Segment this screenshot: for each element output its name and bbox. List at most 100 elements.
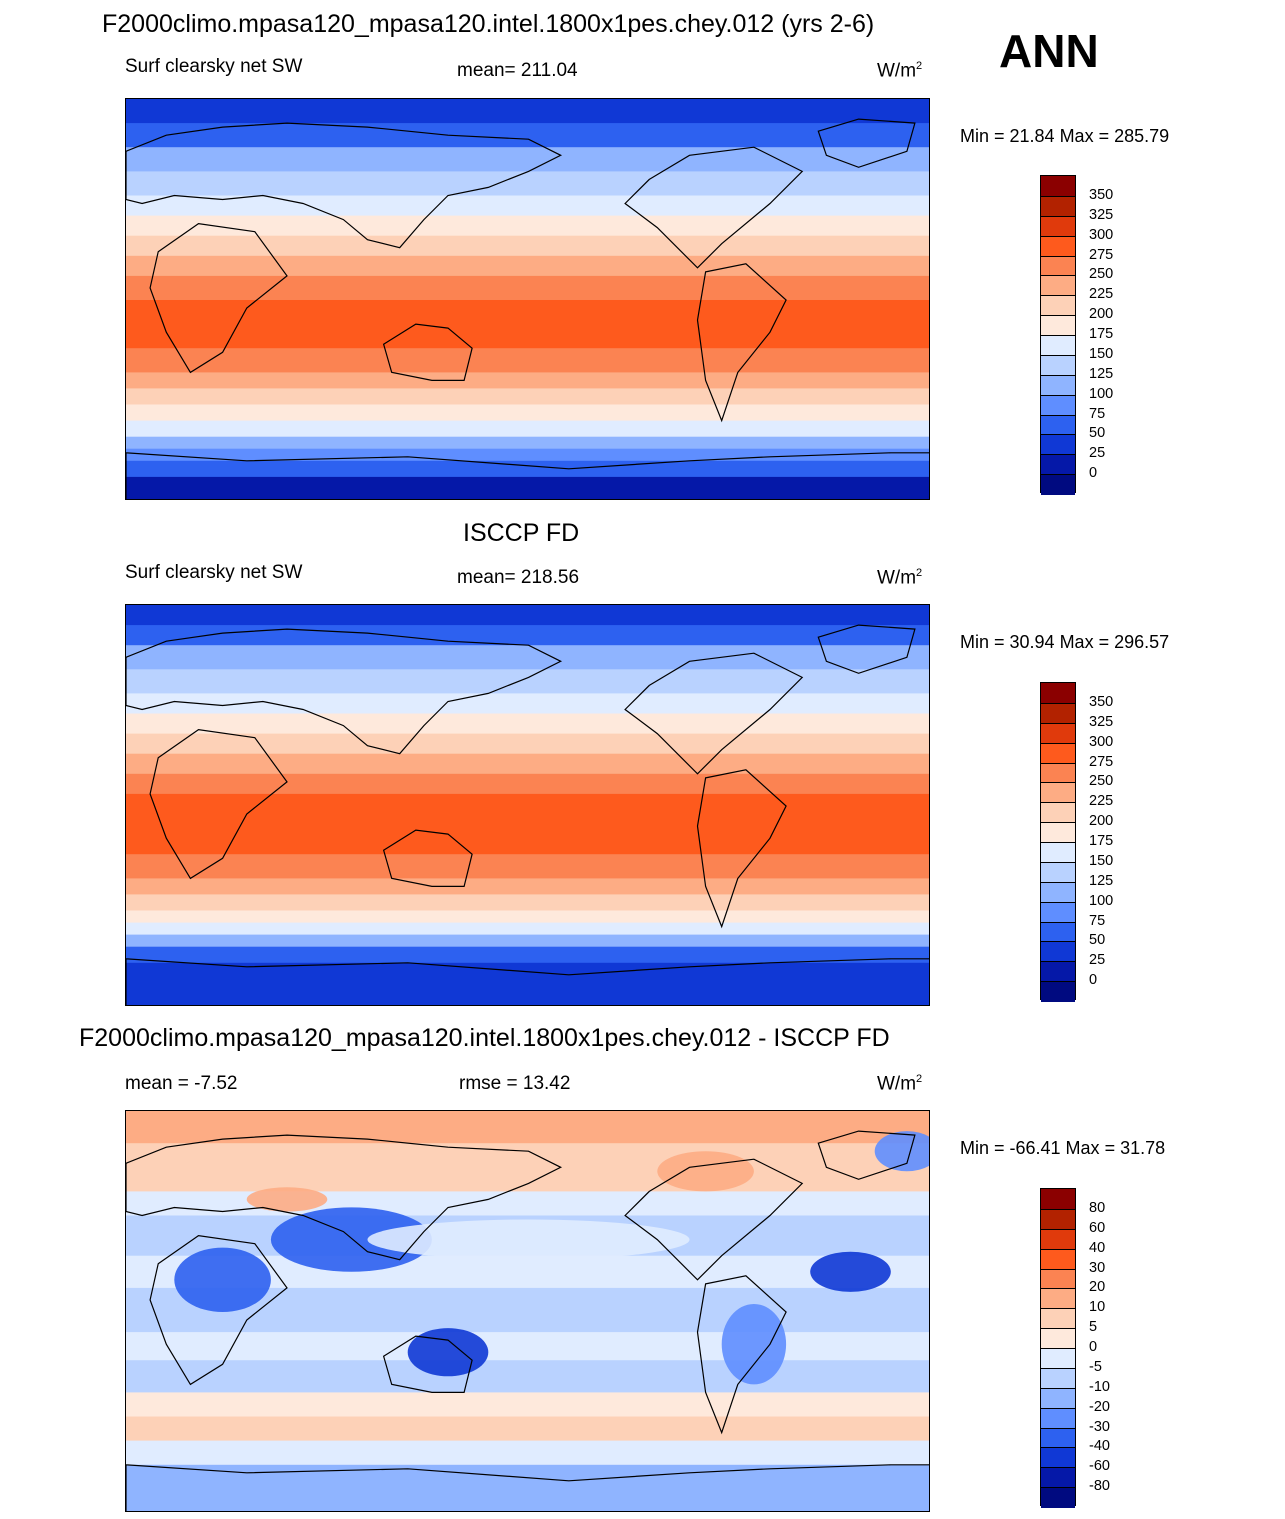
contour-band [126,348,929,374]
colorbar-tick-label: 225 [1089,793,1114,810]
colorbar-segment [1041,941,1075,963]
panel-3-map [125,1110,930,1512]
colorbar-tick-label: 50 [1089,425,1106,442]
colorbar-segment [1041,454,1075,476]
contour-band [126,476,929,499]
colorbar-segment [1041,195,1075,217]
colorbar-segment [1041,295,1075,317]
contour-band [126,255,929,277]
coastline [126,1464,929,1511]
colorbar-segment [1041,1487,1075,1508]
panel-1-map [125,98,930,500]
coastline [126,1134,563,1261]
colorbar-tick-label: -10 [1089,1378,1110,1395]
colorbar-tick-label: 175 [1089,833,1114,849]
colorbar-tick-label: 25 [1089,445,1106,462]
colorbar-segment [1041,414,1075,436]
panel-2-units: W/m2 [877,567,923,589]
contour-band [126,773,929,795]
coastline [817,624,916,674]
coastline [149,222,288,374]
colorbar-segment [1041,434,1075,456]
colorbar-tick-label: 175 [1089,326,1114,342]
colorbar-tick-label: 75 [1089,405,1106,422]
colorbar-tick-label: 30 [1089,1259,1106,1276]
colorbar-segment [1041,235,1075,257]
contour-band [126,1440,929,1466]
colorbar-tick-label: 50 [1089,932,1106,949]
contour-region [367,1219,690,1260]
colorbar-tick-label: 100 [1089,385,1114,402]
panel-1-colorbar [1040,175,1076,495]
contour-band [126,1191,929,1217]
contour-band [126,1360,929,1394]
contour-band [126,372,929,390]
colorbar-segment [1041,1467,1075,1489]
colorbar-segment [1041,275,1075,297]
colorbar-segment [1041,762,1075,784]
contour-band [126,1332,929,1362]
coastline [126,452,929,499]
coastline [624,146,804,269]
colorbar-tick-label: 275 [1089,753,1114,770]
panel-2-mean-label: mean= 218.56 [457,567,580,588]
colorbar-tick-label: 300 [1089,733,1114,750]
panel-1-mean-label: mean= 211.04 [457,60,578,81]
contour-band [126,123,929,149]
contour-band [126,1111,929,1145]
colorbar-segment [1041,1189,1075,1210]
coastline [817,1130,916,1180]
contour-band [126,195,929,217]
colorbar-tick-label: 125 [1089,365,1114,382]
panel-3-mean-label: mean = -7.52 [125,1073,238,1094]
contour-band [126,420,929,438]
colorbar-tick-label: -80 [1089,1478,1110,1495]
colorbar-segment [1041,255,1075,277]
colorbar-tick-label: -30 [1089,1418,1110,1435]
contour-band [126,275,929,301]
colorbar-segment [1041,474,1075,495]
contour-band [126,436,929,450]
colorbar-tick-label: 300 [1089,226,1114,243]
colorbar-tick-label: 250 [1089,266,1114,283]
contour-band [126,388,929,406]
panel-3-units: W/m2 [877,1073,923,1095]
colorbar-segment [1041,1248,1075,1270]
contour-band [126,713,929,735]
colorbar-segment [1041,1407,1075,1429]
colorbar-segment [1041,354,1075,376]
colorbar-tick-label: 25 [1089,952,1106,969]
coastline [696,1275,787,1435]
colorbar-segment [1041,335,1075,356]
contour-band [126,625,929,647]
colorbar-segment [1041,394,1075,416]
panel-2-colorbar [1040,682,1076,1002]
contour-band [126,934,929,948]
contour-region [174,1247,271,1312]
contour-band [126,645,929,671]
panel-2-variable-label: Surf clearsky net SW [125,562,303,583]
colorbar-segment [1041,683,1075,704]
contour-region [721,1304,787,1385]
contour-region [657,1151,754,1192]
panel-2-map [125,604,930,1006]
contour-band [126,894,929,912]
colorbar-tick-label: 275 [1089,246,1114,263]
colorbar-segment [1041,1208,1075,1230]
contour-band [126,753,929,775]
colorbar-tick-label: 100 [1089,892,1114,909]
colorbar-tick-label: 150 [1089,852,1114,869]
colorbar-tick-label: 60 [1089,1219,1106,1236]
colorbar-segment [1041,861,1075,883]
contour-band [126,171,929,197]
colorbar-segment [1041,842,1075,863]
colorbar-tick-label: -5 [1089,1358,1102,1375]
coastline [624,652,804,775]
contour-band [126,910,929,924]
colorbar-segment [1041,1308,1075,1330]
contour-band [126,946,929,964]
coastline [126,122,563,249]
colorbar-segment [1041,1288,1075,1310]
contour-band [126,922,929,936]
coastline [126,628,563,755]
